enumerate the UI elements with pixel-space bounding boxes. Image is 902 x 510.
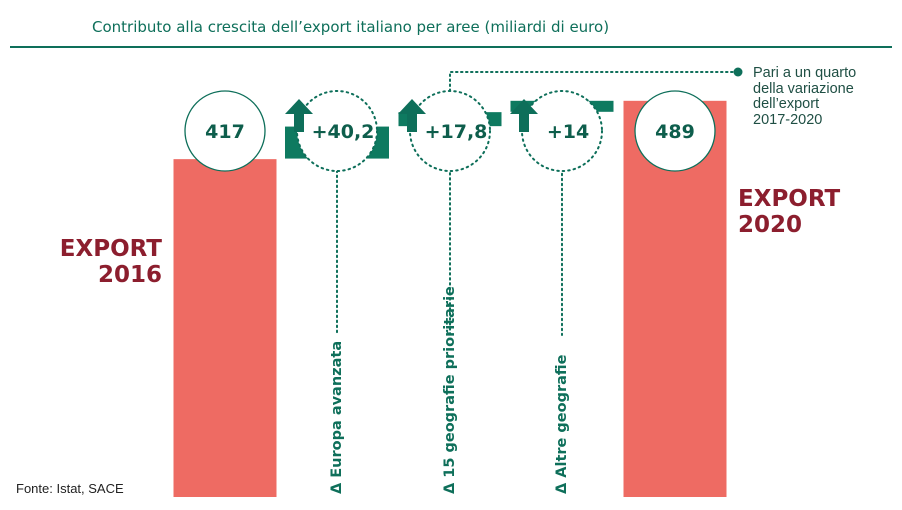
annotation-note: Pari a un quarto della variazione dell’e…: [753, 65, 893, 128]
value-circle: [296, 90, 378, 172]
chart-title: Contributo alla crescita dell’export ita…: [92, 18, 610, 36]
category-label: Δ 15 geografie prioritarie: [442, 286, 458, 494]
export-2020-label-line: 2020: [738, 212, 803, 238]
export-2020-label: EXPORT 2020: [738, 186, 840, 238]
export-2016-label-line: 2016: [97, 262, 162, 288]
total-bar: [173, 159, 277, 497]
value-label: +40,2: [312, 121, 375, 143]
export-2020-label-line: EXPORT: [738, 186, 841, 212]
note-line: dell’export: [753, 96, 820, 112]
value-circle: [184, 90, 266, 172]
category-label: Δ Europa avanzata: [329, 341, 345, 494]
export-2016-label: EXPORT 2016: [54, 236, 162, 288]
value-label: +17,8: [425, 121, 488, 143]
value-label: +14: [547, 121, 589, 143]
value-label: 489: [655, 121, 695, 143]
export-2016-label-line: EXPORT: [59, 236, 162, 262]
up-arrow-icon: [398, 99, 426, 132]
value-circle: [409, 90, 491, 172]
note-leader-dot: [733, 67, 743, 77]
title-rule: [10, 46, 892, 48]
source-note: Fonte: Istat, SACE: [16, 481, 124, 496]
note-line: della variazione: [753, 80, 854, 97]
value-circle: [521, 90, 603, 172]
note-line: 2017-2020: [753, 111, 823, 128]
category-label: Δ Altre geografie: [554, 354, 570, 494]
note-line: Pari a un quarto: [753, 65, 857, 81]
up-arrow-icon: [510, 99, 538, 132]
note-leader-line: [449, 71, 737, 92]
value-circle: [634, 90, 716, 172]
up-arrow-icon: [285, 99, 313, 132]
value-label: 417: [205, 121, 245, 143]
